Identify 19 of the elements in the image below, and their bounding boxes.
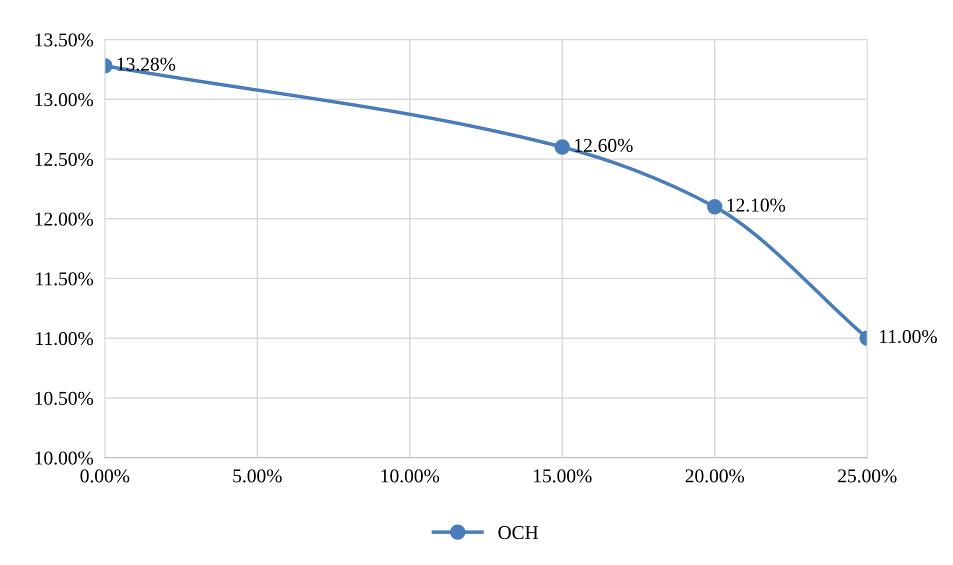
legend-label: OCH [498,526,538,540]
y-tick-label: 13.50% [35,33,94,47]
x-tick-label: 0.00% [80,469,130,483]
y-tick-label: 12.00% [35,212,94,226]
y-tick-label: 11.50% [36,272,94,286]
data-label: 13.28% [118,58,176,71]
y-tick-label: 13.00% [35,93,94,106]
data-label: 12.60% [575,138,633,152]
y-tick-label: 12.50% [35,152,94,166]
data-label: 11.00% [880,330,937,344]
x-tick-label: 5.00% [233,469,282,483]
x-tick-label: 25.00% [838,469,897,483]
x-tick-label: 20.00% [686,469,744,483]
y-tick-label: 10.50% [35,392,94,405]
x-tick-label: 10.00% [382,469,440,483]
y-tick-label: 11.00% [36,332,94,346]
data-label: 12.10% [728,198,786,212]
y-tick-label: 10.00% [35,451,94,465]
x-tick-label: 15.00% [534,469,592,483]
